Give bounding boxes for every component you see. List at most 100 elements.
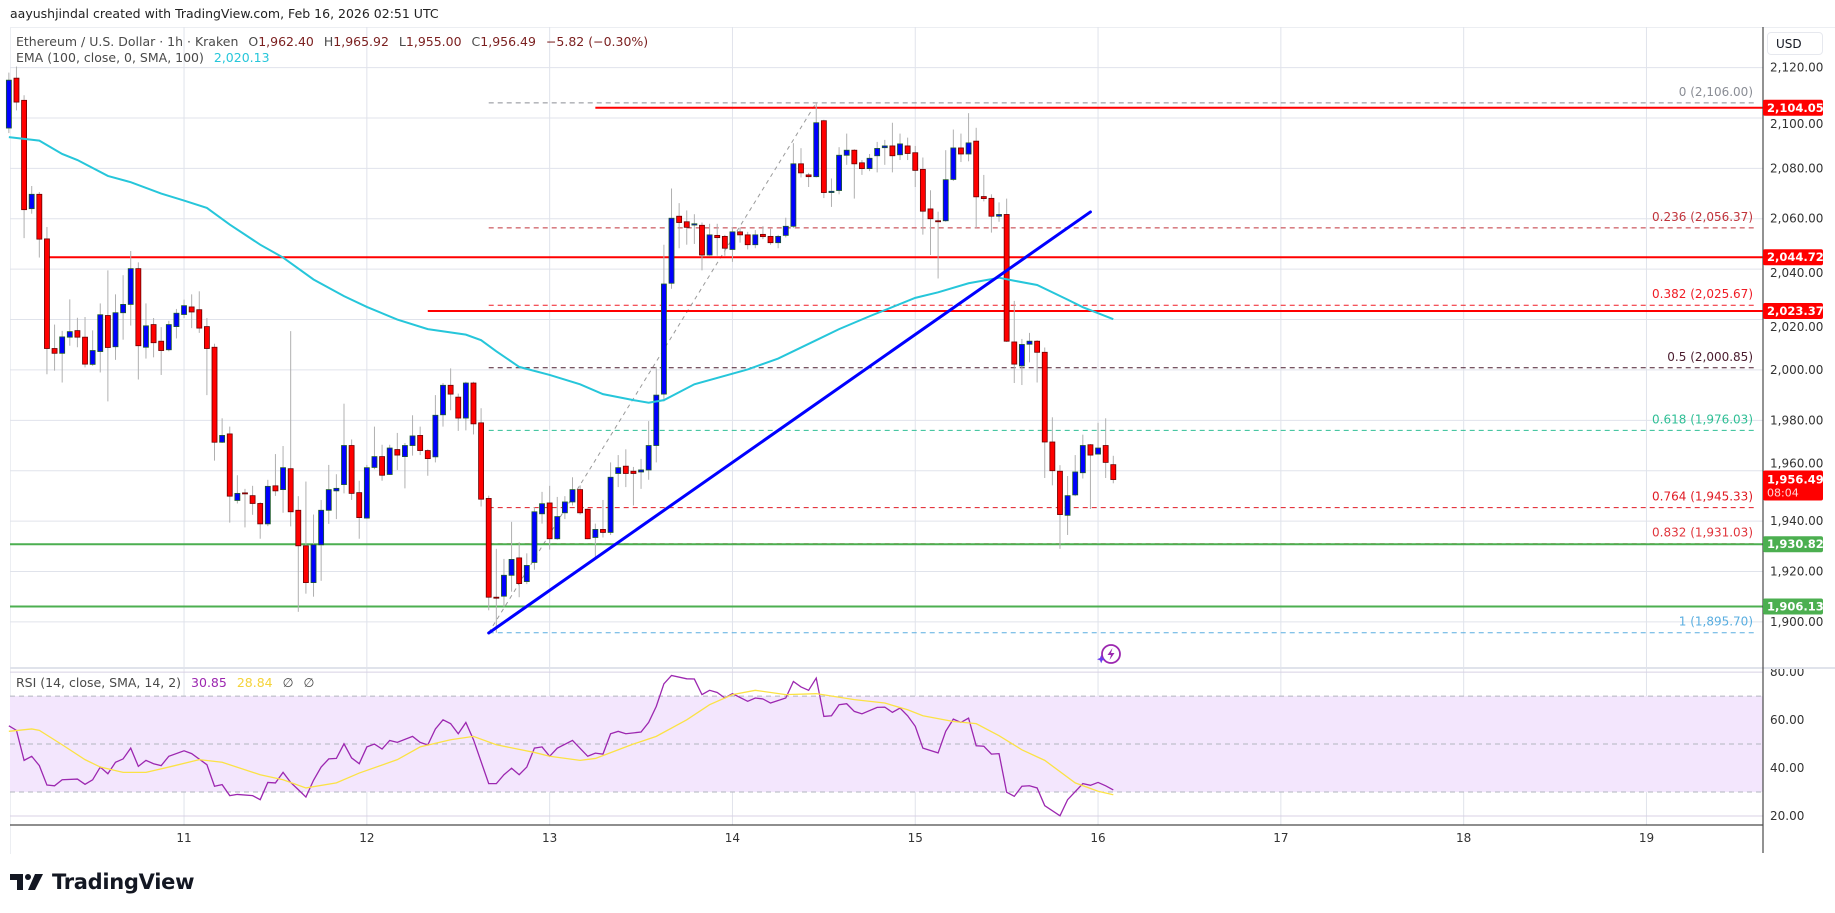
candle-down — [104, 315, 111, 348]
support-price-tag-label: 1,930.82 — [1767, 537, 1824, 551]
tradingview-wordmark: TradingView — [52, 870, 195, 894]
candle-up — [409, 435, 416, 446]
candle-down — [249, 495, 256, 504]
candle-down — [394, 449, 401, 456]
candle-up — [120, 304, 127, 314]
candle-down — [676, 215, 683, 223]
price-axis-label: 2,000.00 — [1770, 363, 1823, 377]
candle-up — [440, 384, 446, 416]
resistance-price-tag — [1763, 303, 1823, 320]
candle-up — [501, 574, 507, 597]
candle-down — [980, 196, 987, 199]
candle-down — [904, 145, 911, 154]
candle-up — [127, 268, 134, 305]
currency-button[interactable]: USD — [1767, 32, 1823, 55]
candle-down — [257, 503, 264, 525]
candle-up — [897, 143, 903, 156]
rsi-line — [8, 674, 1114, 817]
candle-up — [539, 503, 545, 515]
candle-up — [432, 414, 439, 458]
candle-up — [813, 122, 820, 178]
rsi-value: 30.85 — [191, 675, 227, 690]
candle-down — [447, 384, 454, 395]
candle-down — [493, 596, 500, 599]
time-axis-label: 15 — [908, 831, 923, 845]
ohlc-open: O1,962.40 — [248, 34, 314, 49]
time-axis-label: 11 — [176, 831, 191, 845]
rsi-extra-2: ∅ — [303, 675, 315, 690]
candle-up — [59, 336, 66, 354]
time-axis-label: 14 — [725, 831, 740, 845]
candle-up — [402, 445, 408, 458]
ema-100-line — [8, 136, 1114, 404]
candle-up — [508, 559, 515, 576]
candle-down — [242, 492, 248, 495]
tradingview-logo-icon — [10, 874, 43, 890]
resistance-price-tag-label: 2,104.05 — [1767, 101, 1824, 115]
resistance-price-tag — [1763, 99, 1823, 116]
candle-up — [264, 485, 271, 525]
price-axis-label: 2,060.00 — [1770, 212, 1823, 226]
candle-up — [996, 214, 1002, 217]
candle-down — [600, 529, 606, 533]
symbol-legend[interactable]: Ethereum / U.S. Dollar · 1h · Kraken O1,… — [16, 34, 654, 49]
price-axis-label: 1,920.00 — [1770, 564, 1823, 578]
candle-up — [1026, 340, 1033, 345]
candle-up — [775, 235, 782, 244]
candle-up — [165, 324, 172, 351]
candle-up — [5, 79, 12, 129]
candle-down — [203, 326, 210, 349]
fib-level-label: 1 (1,895.70) — [1679, 615, 1753, 629]
time-axis-label: 18 — [1456, 831, 1471, 845]
candle-down — [478, 422, 484, 500]
candle-up — [569, 489, 576, 503]
candle-down — [348, 445, 355, 494]
candle-up — [310, 544, 317, 583]
candle-up — [280, 467, 286, 491]
price-axis-label: 1,980.00 — [1770, 413, 1823, 427]
time-axis-label: 16 — [1090, 831, 1105, 845]
candle-up — [371, 456, 378, 468]
price-axis-label: 1,960.00 — [1770, 457, 1823, 471]
ohlc-low: L1,955.00 — [398, 34, 462, 49]
candle-down — [82, 336, 88, 365]
rsi-band — [10, 695, 1763, 793]
support-price-tag — [1763, 598, 1823, 615]
rsi-legend[interactable]: RSI (14, close, SMA, 14, 2) 30.85 28.84 … — [16, 675, 320, 690]
candle-down — [805, 174, 812, 178]
candle-up — [843, 149, 850, 156]
time-axis-label: 12 — [359, 831, 374, 845]
candle-up — [462, 382, 469, 419]
ema-legend[interactable]: EMA (100, close, 0, SMA, 100) 2,020.13 — [16, 50, 276, 65]
tradingview-logo[interactable]: TradingView — [10, 870, 194, 894]
candle-down — [295, 509, 302, 547]
bar-countdown-label: 08:04 — [1767, 487, 1799, 500]
candle-down — [44, 238, 50, 349]
candle-down — [859, 162, 865, 170]
fib-retracement: 0 (2,106.00) 0.236 (2,056.37) 0.382 (2,025… — [488, 85, 1755, 634]
candle-up — [836, 154, 842, 191]
candle-down — [485, 498, 492, 598]
candle-up — [561, 501, 568, 514]
candle-down — [455, 396, 462, 419]
candle-down — [714, 234, 721, 239]
time-axis-label: 19 — [1639, 831, 1654, 845]
candle-down — [927, 208, 934, 220]
candle-up — [638, 469, 644, 473]
candle-down — [13, 77, 20, 103]
candle-up — [219, 435, 226, 443]
candle-down — [211, 346, 218, 443]
candle-down — [303, 545, 309, 583]
candle-down — [1057, 470, 1063, 515]
candle-up — [752, 234, 759, 246]
lightning-icon[interactable] — [1097, 644, 1121, 664]
candle-down — [1087, 444, 1094, 456]
candle-down — [919, 168, 926, 212]
candle-down — [379, 456, 385, 476]
candle-up — [333, 487, 340, 492]
candle-up — [592, 529, 599, 538]
candle-down — [516, 557, 523, 584]
ema-title: EMA (100, close, 0, SMA, 100) — [16, 50, 204, 65]
candle-down — [226, 433, 233, 497]
